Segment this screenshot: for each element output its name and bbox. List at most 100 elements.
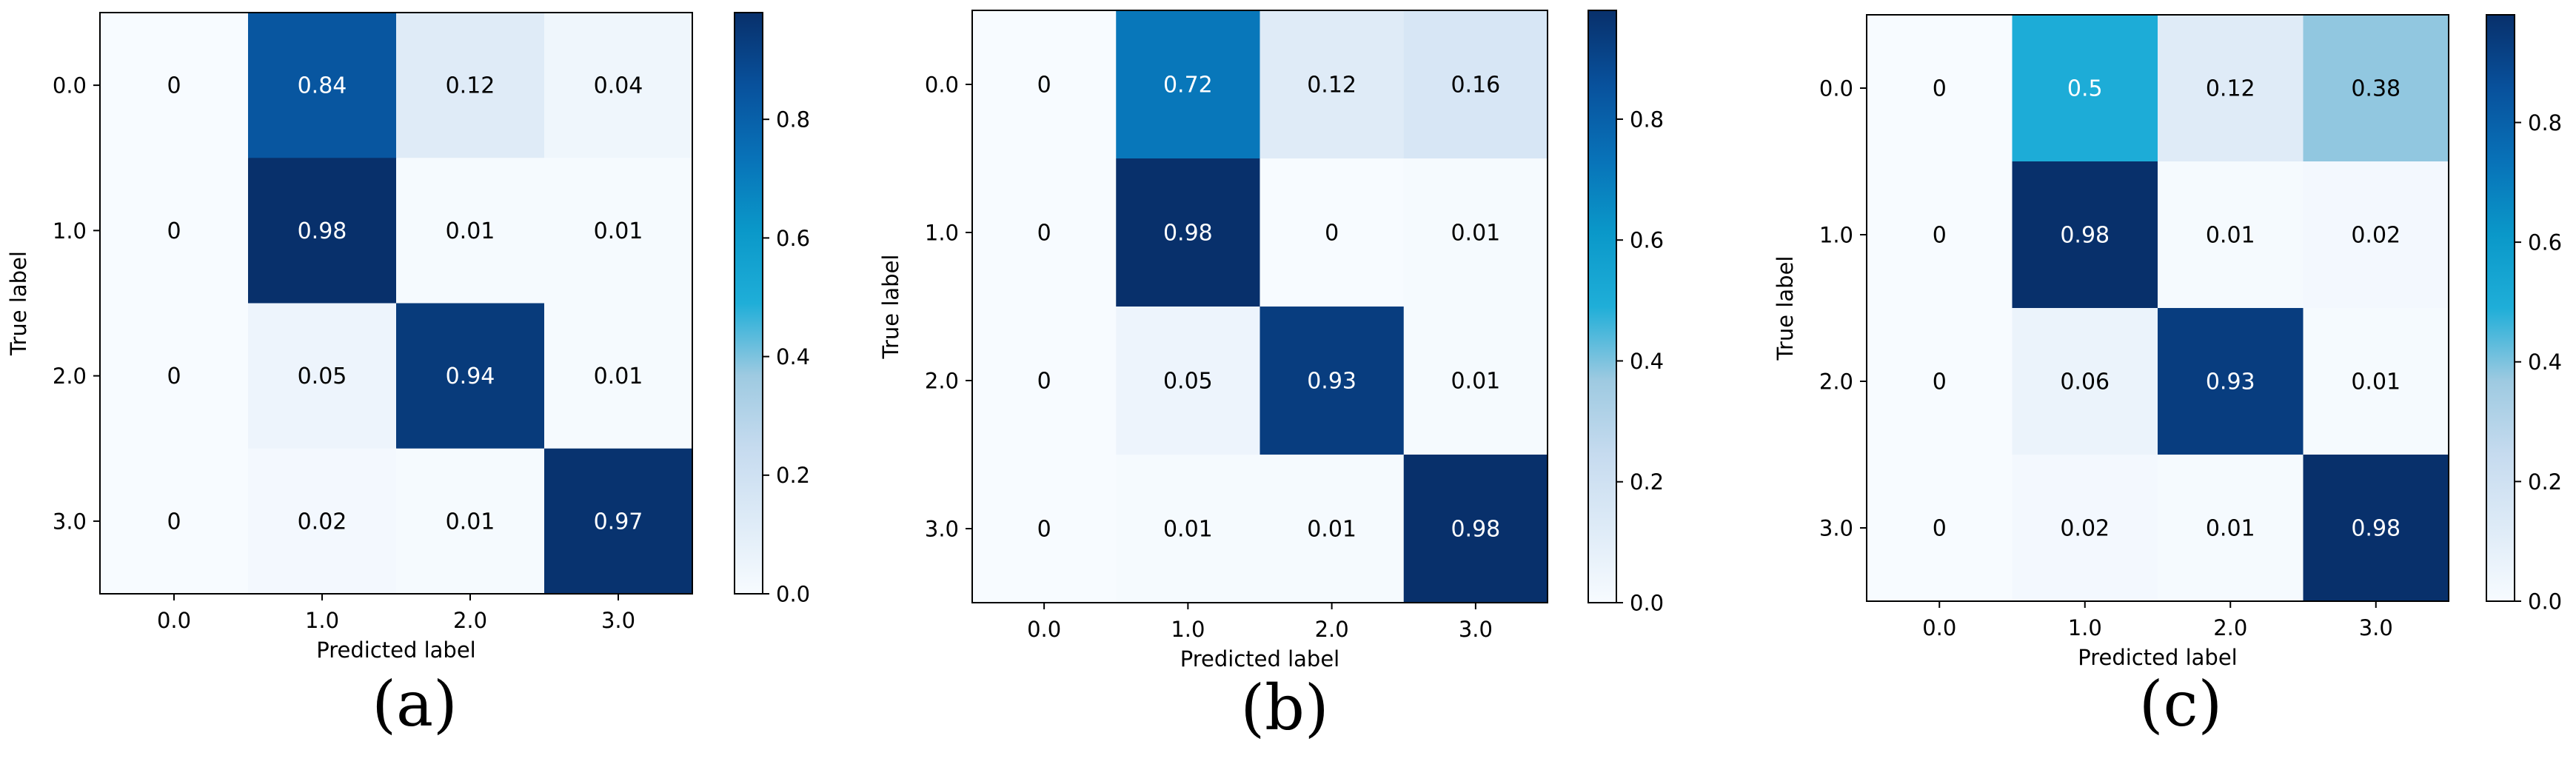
cell-value-label: 0.05 [298, 364, 347, 389]
cell-value-label: 0.06 [2060, 369, 2110, 395]
heatmap-cell [248, 13, 397, 158]
cell-value-label: 0.02 [2060, 516, 2110, 542]
heatmap-cell [100, 13, 249, 158]
heatmap-cell [396, 158, 545, 304]
cell-value-label: 0.94 [446, 364, 495, 389]
heatmap-cell [1867, 15, 2013, 162]
heatmap-cell [248, 303, 397, 449]
heatmap-cell [1867, 161, 2013, 309]
y-tick-label: 1.0 [1819, 222, 1853, 247]
heatmap-cell [100, 303, 249, 449]
confusion-matrix-panel: 0 0.84 0.12 0.04 0 0.98 0.01 0.01 0 0.05 0.94 0.01 0… [6, 12, 810, 740]
colorbar-tick-label: 0.0 [776, 581, 810, 606]
cell-value-label: 0.98 [1163, 221, 1213, 247]
heatmap-cell [972, 307, 1117, 455]
y-axis-label: True label [1773, 256, 1798, 361]
heatmap-cell [2303, 308, 2449, 455]
heatmap-cell [2158, 455, 2304, 602]
heatmap-cell [2158, 161, 2304, 309]
heatmap-cell [1259, 10, 1405, 159]
colorbar-tick-label: 0.8 [776, 107, 810, 133]
cell-value-label: 0.01 [1451, 221, 1500, 247]
cell-value-label: 0.16 [1451, 73, 1500, 98]
heatmap-cell [1116, 307, 1260, 455]
heatmap-cell [544, 13, 693, 158]
cell-value-label: 0.12 [446, 73, 495, 99]
cell-value-label: 0.01 [1307, 517, 1356, 543]
heatmap-cell [2012, 308, 2158, 455]
y-tick-label: 2.0 [925, 368, 959, 393]
heatmap-cell [1403, 158, 1548, 307]
x-axis-label: Predicted label [1180, 646, 1340, 672]
x-axis-label: Predicted label [2078, 645, 2238, 670]
colorbar [2486, 14, 2515, 602]
y-tick-label: 3.0 [53, 509, 87, 534]
cell-value-label: 0 [167, 218, 181, 244]
cell-value-label: 0.01 [2351, 369, 2401, 395]
x-tick-label: 2.0 [453, 608, 487, 633]
colorbar-tick-label: 0.4 [1630, 349, 1664, 374]
y-tick-label: 0.0 [1819, 76, 1853, 101]
y-tick-label: 0.0 [53, 73, 87, 98]
heatmap-cell [1403, 455, 1548, 603]
y-tick-label: 2.0 [53, 364, 87, 389]
cell-value-label: 0.05 [1163, 369, 1213, 395]
cell-value-label: 0.72 [1163, 73, 1213, 98]
plot-frame [971, 10, 1548, 603]
cell-value-label: 0 [1933, 223, 1947, 249]
heatmap-cell [248, 158, 397, 304]
cell-value-label: 0 [1325, 221, 1339, 247]
cell-value-label: 0.12 [1307, 73, 1356, 98]
cell-value-label: 0.98 [2060, 223, 2110, 249]
cell-value-label: 0.5 [2067, 76, 2103, 102]
cell-value-label: 0.38 [2351, 76, 2401, 102]
heatmap-cell [2303, 161, 2449, 309]
heatmap-cell [1867, 455, 2013, 602]
x-tick-label: 1.0 [2068, 615, 2102, 640]
heatmap-cell [972, 10, 1117, 159]
cell-value-label: 0.01 [446, 218, 495, 244]
cell-value-label: 0.01 [594, 218, 643, 244]
panel-caption: (a) [372, 668, 458, 740]
cell-value-label: 0.01 [2206, 223, 2255, 249]
cell-value-label: 0 [167, 73, 181, 99]
x-tick-label: 2.0 [2213, 615, 2247, 640]
heatmap-cell [1116, 455, 1260, 603]
colorbar [1588, 10, 1617, 603]
cell-value-label: 0.01 [1451, 369, 1500, 395]
cell-value-label: 0 [1933, 369, 1947, 395]
colorbar-tick-label: 0.2 [2528, 469, 2562, 495]
heatmap-cell [2012, 15, 2158, 162]
heatmap-cell [2158, 308, 2304, 455]
cell-value-label: 0 [167, 509, 181, 535]
cell-value-label: 0.04 [594, 73, 643, 99]
colorbar-tick-label: 0.8 [1630, 107, 1664, 132]
colorbar-tick-label: 0.0 [1630, 590, 1664, 615]
colorbar-tick-label: 0.2 [776, 463, 810, 488]
cell-value-label: 0 [1037, 517, 1051, 543]
cell-value-label: 0.01 [2206, 516, 2255, 542]
cell-value-label: 0 [1037, 73, 1051, 98]
cell-value-label: 0 [1037, 221, 1051, 247]
x-tick-label: 0.0 [1922, 615, 1956, 640]
x-tick-label: 3.0 [1459, 617, 1493, 642]
colorbar-tick-label: 0.6 [776, 226, 810, 251]
x-tick-label: 1.0 [305, 608, 339, 633]
cell-value-label: 0.98 [1451, 517, 1500, 543]
x-tick-label: 3.0 [2359, 615, 2393, 640]
y-tick-label: 1.0 [53, 218, 87, 244]
cell-value-label: 0.93 [1307, 369, 1356, 395]
y-tick-label: 2.0 [1819, 369, 1853, 394]
heatmap-cell [1259, 158, 1405, 307]
colorbar-tick-label: 0.4 [776, 344, 810, 369]
plot-frame [99, 12, 693, 595]
cell-value-label: 0.01 [594, 364, 643, 389]
heatmap-cell [972, 455, 1117, 603]
y-tick-label: 3.0 [1819, 515, 1853, 540]
x-tick-label: 1.0 [1171, 617, 1205, 642]
heatmap-cell [1867, 308, 2013, 455]
heatmap-cell [544, 303, 693, 449]
heatmap-cell [544, 158, 693, 304]
y-tick-label: 3.0 [925, 516, 959, 541]
confusion-matrix-panel: 0 0.72 0.12 0.16 0 0.98 0 0.01 0 0.05 0.93 0.01 0 0.0… [878, 10, 1664, 744]
